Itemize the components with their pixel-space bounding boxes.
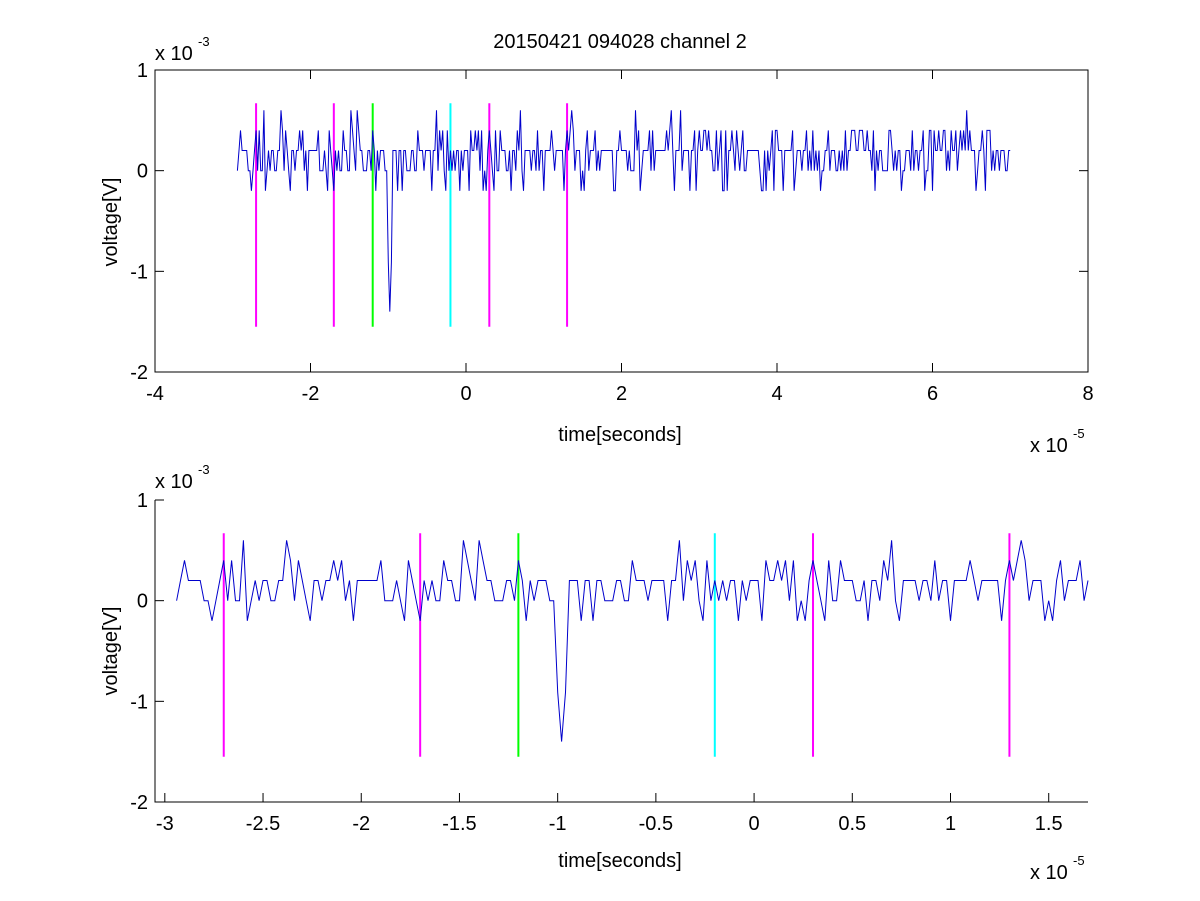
- top-x-exponent: x 10 -5: [1030, 426, 1085, 457]
- x-tick-label: 2: [616, 383, 627, 405]
- x-tick-label: 6: [927, 383, 938, 405]
- x-tick-label: -2: [352, 813, 370, 835]
- bottom-y-multiplier: x 10: [155, 471, 193, 493]
- top-subplot: -4 -2 0 2 4 6 8 10-1-2 time[seconds] voltage[V…: [100, 34, 1094, 457]
- top-y-axis-label: voltage[V]: [100, 178, 122, 267]
- bottom-axes-box: [154, 500, 1088, 803]
- x-tick-label: -2.5: [246, 813, 280, 835]
- top-x-ticks: -4 -2 0 2 4 6 8: [146, 70, 1094, 405]
- x-tick-label: -4: [146, 383, 164, 405]
- x-tick-label: 0.5: [838, 813, 866, 835]
- top-axes-box: [154, 69, 1089, 373]
- top-y-exponent-value: -3: [198, 34, 210, 49]
- bottom-subplot: -3 -2.5 -2 -1.5 -1 -0.5 0 0.5 1 1.5 1 0 -1 -2 time[s…: [100, 462, 1089, 884]
- y-tick-label: -2: [130, 792, 148, 814]
- y-tick-label: 1: [137, 60, 148, 82]
- bottom-signal-trace: [176, 540, 1089, 742]
- top-y-ticks: 1 0 -1 -2: [130, 60, 1088, 384]
- bottom-x-exponent: x 10 -5: [1030, 853, 1085, 884]
- x-tick-label: 1: [945, 813, 956, 835]
- x-tick-label: 8: [1082, 383, 1093, 405]
- x-tick-label: 4: [771, 383, 782, 405]
- y-tick-label: -1: [130, 261, 148, 283]
- y-tick-label: -2: [130, 362, 148, 384]
- top-y-multiplier: x 10: [155, 43, 193, 65]
- top-signal-trace: [236, 110, 1011, 312]
- bottom-x-exponent-value: -5: [1073, 853, 1085, 868]
- x-tick-label: -1: [549, 813, 567, 835]
- x-tick-label: 0: [460, 383, 471, 405]
- y-tick-label: 0: [137, 591, 148, 613]
- bottom-x-ticks: -3 -2.5 -2 -1.5 -1 -0.5 0 0.5 1 1.5: [156, 793, 1063, 835]
- bottom-x-multiplier: x 10: [1030, 862, 1068, 884]
- bottom-y-axis-label: voltage[V]: [100, 607, 122, 696]
- x-tick-label: -0.5: [639, 813, 673, 835]
- top-x-exponent-value: -5: [1073, 426, 1085, 441]
- x-tick-label: 0: [749, 813, 760, 835]
- x-tick-label: -2: [302, 383, 320, 405]
- figure-title: 20150421 094028 channel 2: [493, 31, 747, 53]
- y-tick-label: 0: [137, 161, 148, 183]
- x-tick-label: -3: [156, 813, 174, 835]
- bottom-y-exponent: x 10 -3: [155, 462, 210, 493]
- bottom-y-ticks: 1 0 -1 -2: [130, 490, 164, 814]
- y-tick-label: 1: [137, 490, 148, 512]
- x-tick-label: -1.5: [442, 813, 476, 835]
- top-x-multiplier: x 10: [1030, 435, 1068, 457]
- y-tick-label: -1: [130, 691, 148, 713]
- bottom-x-axis-label: time[seconds]: [558, 850, 681, 872]
- top-x-axis-label: time[seconds]: [558, 424, 681, 446]
- top-y-exponent: x 10 -3: [155, 34, 210, 65]
- x-tick-label: 1.5: [1035, 813, 1063, 835]
- bottom-y-exponent-value: -3: [198, 462, 210, 477]
- bottom-marker-lines: [222, 533, 1011, 757]
